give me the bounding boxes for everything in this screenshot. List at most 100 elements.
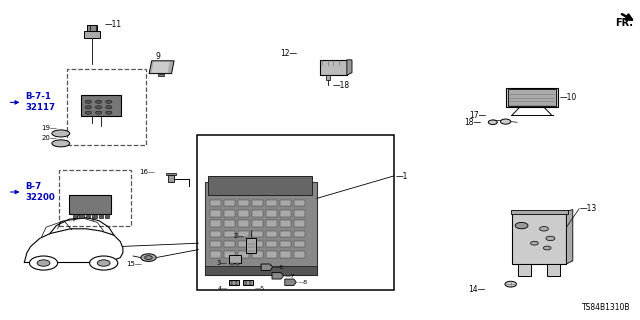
Bar (166, 173, 176, 175)
Bar (210, 200, 221, 206)
Circle shape (95, 106, 102, 109)
Bar (69, 195, 111, 214)
Text: —18: —18 (333, 81, 350, 90)
Bar (266, 220, 277, 227)
Circle shape (141, 254, 156, 261)
Text: —7: —7 (285, 274, 295, 279)
Polygon shape (149, 61, 174, 74)
Polygon shape (566, 210, 573, 264)
Bar (294, 220, 305, 227)
Bar (210, 210, 221, 217)
Circle shape (106, 106, 112, 109)
Circle shape (500, 119, 511, 124)
Bar (266, 231, 277, 237)
Bar (67, 69, 146, 145)
Circle shape (90, 256, 118, 270)
Bar (208, 176, 312, 195)
Bar (266, 251, 277, 258)
Text: —5: —5 (255, 286, 265, 291)
Circle shape (235, 284, 237, 285)
Bar (294, 200, 305, 206)
Text: 4—: 4— (218, 286, 228, 291)
Bar (238, 200, 249, 206)
Bar (224, 200, 235, 206)
Bar (224, 241, 235, 247)
Circle shape (515, 222, 528, 229)
Circle shape (546, 236, 555, 241)
Bar (92, 214, 97, 218)
Circle shape (97, 260, 110, 266)
Circle shape (244, 281, 247, 283)
Circle shape (106, 111, 112, 114)
Bar (266, 241, 277, 247)
Polygon shape (261, 264, 273, 270)
Bar (224, 251, 235, 258)
Circle shape (235, 281, 237, 283)
Bar (197, 135, 394, 290)
Bar (158, 74, 164, 76)
Bar (280, 200, 291, 206)
Bar (266, 200, 277, 206)
Bar (252, 241, 263, 247)
Circle shape (106, 100, 112, 103)
Polygon shape (152, 62, 170, 73)
Circle shape (540, 227, 548, 231)
Text: TS84B1310B: TS84B1310B (582, 303, 630, 312)
Bar (236, 263, 239, 265)
Bar (229, 255, 241, 263)
Bar (294, 231, 305, 237)
Circle shape (95, 111, 102, 114)
Text: —6: —6 (274, 265, 284, 270)
Bar (252, 231, 263, 237)
Ellipse shape (52, 140, 70, 147)
Bar (518, 264, 531, 276)
Text: 17—: 17— (469, 111, 486, 120)
Circle shape (249, 284, 252, 285)
Text: 20—: 20— (42, 135, 58, 140)
Bar (238, 220, 249, 227)
Bar (99, 214, 103, 218)
Bar (210, 231, 221, 237)
Bar (547, 264, 560, 276)
Bar (511, 210, 568, 214)
Bar (252, 251, 263, 258)
Circle shape (230, 284, 233, 285)
Bar (168, 175, 174, 182)
Bar (84, 31, 100, 38)
Circle shape (145, 256, 152, 260)
Text: 12—: 12— (280, 49, 298, 58)
Circle shape (230, 281, 233, 283)
Bar (224, 220, 235, 227)
Polygon shape (272, 273, 284, 279)
Circle shape (249, 281, 252, 283)
Circle shape (37, 260, 50, 266)
Circle shape (95, 100, 102, 103)
Bar (320, 60, 347, 75)
Text: 19—: 19— (42, 125, 58, 131)
Circle shape (85, 111, 92, 114)
Bar (210, 251, 221, 258)
Bar (246, 238, 256, 253)
Text: 3—: 3— (216, 260, 227, 266)
Bar (238, 231, 249, 237)
Bar (252, 220, 263, 227)
Bar (266, 210, 277, 217)
Bar (280, 210, 291, 217)
Bar (205, 182, 317, 275)
Text: 16—: 16— (139, 169, 155, 175)
Text: 14—: 14— (468, 285, 485, 294)
Text: —10: —10 (559, 93, 577, 102)
Bar (280, 231, 291, 237)
Bar (86, 214, 90, 218)
Bar (87, 25, 97, 31)
Text: —1: —1 (396, 172, 408, 180)
Bar (294, 251, 305, 258)
Bar (238, 241, 249, 247)
Bar (230, 263, 234, 265)
Polygon shape (285, 279, 296, 285)
Bar (224, 231, 235, 237)
Polygon shape (347, 60, 352, 75)
Text: 9: 9 (156, 52, 161, 60)
Bar (294, 210, 305, 217)
Bar (238, 210, 249, 217)
